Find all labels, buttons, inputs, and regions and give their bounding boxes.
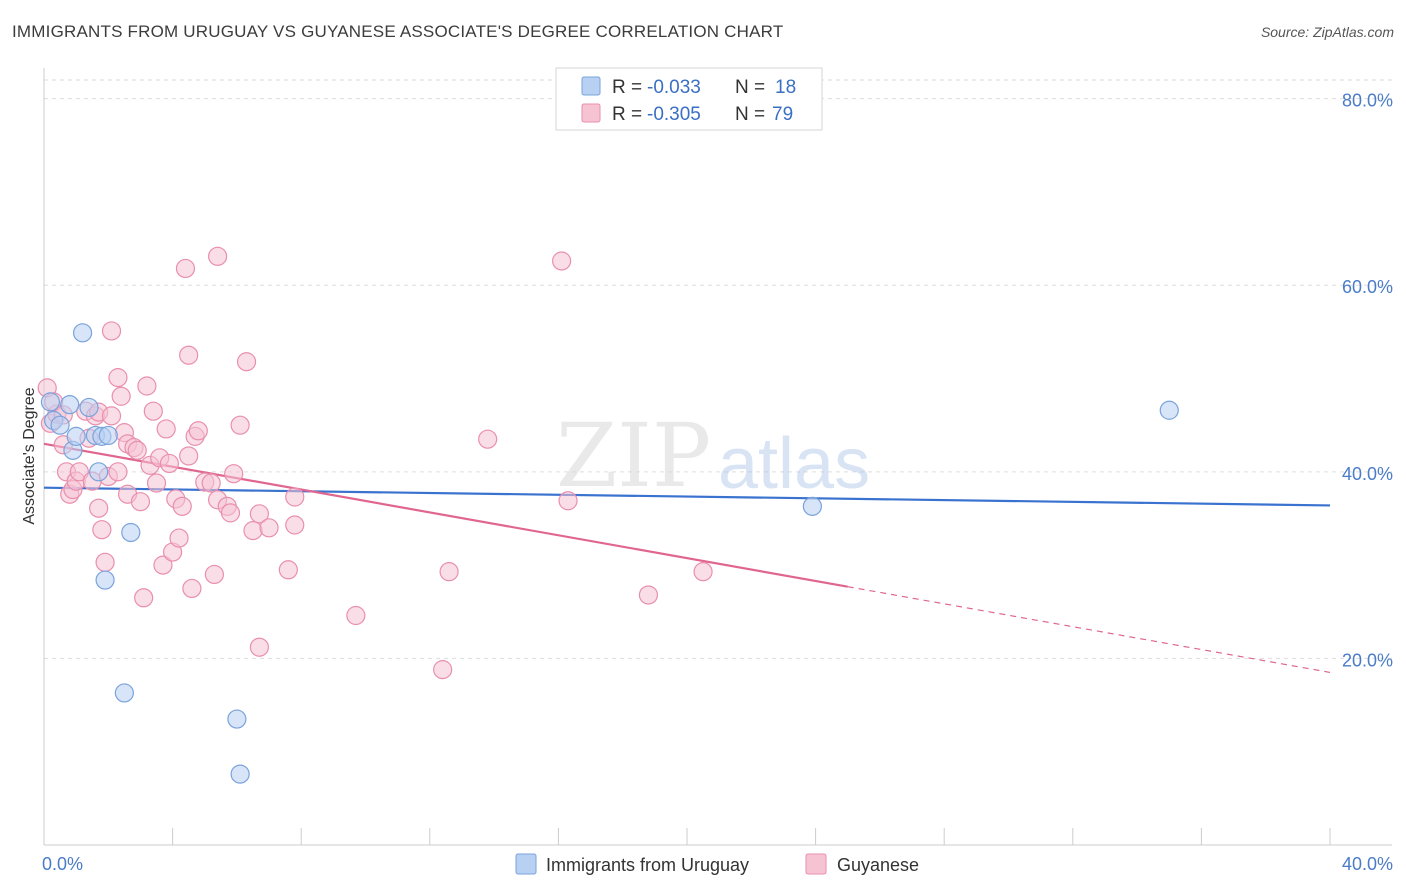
point-guyanese-18	[95, 552, 115, 572]
legend-n-label-1: N =	[735, 77, 765, 98]
point-guyanese-52	[204, 564, 224, 585]
point-guyanese-30	[130, 492, 151, 512]
x-tick-label-max: 40.0%	[1342, 854, 1393, 874]
point-guyanese-65	[285, 487, 305, 507]
point-uruguay-3	[60, 395, 80, 415]
point-guyanese-42	[169, 528, 189, 548]
legend-r-value-1: -0.033	[647, 77, 701, 98]
legend-swatch-uruguay	[581, 76, 601, 96]
y-tick-label-80: 80.0%	[1342, 91, 1393, 111]
point-guyanese-67	[346, 605, 366, 626]
point-uruguay-12	[121, 522, 141, 543]
point-uruguay-0	[40, 392, 61, 412]
trend-line-guyanese-extrapolated	[847, 586, 1331, 673]
legend-r-value-2: -0.305	[647, 104, 701, 125]
point-guyanese-29	[127, 440, 147, 460]
trend-line-uruguay	[43, 486, 1331, 507]
point-uruguay-17	[802, 496, 822, 516]
source-credit: Source: ZipAtlas.com	[1260, 24, 1394, 40]
legend-swatch-guyanese	[581, 103, 601, 123]
point-uruguay-2	[50, 415, 70, 435]
y-axis-label: Associate's Degree	[21, 387, 38, 524]
point-guyanese-63	[259, 518, 279, 538]
legend-n-value-1: 18	[775, 77, 796, 98]
point-uruguay-15	[227, 709, 247, 729]
point-guyanese-68	[433, 660, 453, 680]
point-uruguay-10	[89, 462, 109, 482]
series-swatch-uruguay	[515, 853, 537, 875]
legend-n-label-2: N =	[735, 104, 765, 125]
point-guyanese-57	[224, 464, 244, 484]
point-uruguay-18	[1159, 400, 1179, 420]
legend-n-value-2: 79	[772, 104, 793, 125]
series-swatch-guyanese	[805, 853, 827, 875]
point-guyanese-20	[101, 406, 122, 426]
data-points	[37, 246, 1179, 784]
chart-title: IMMIGRANTS FROM URUGUAY VS GUYANESE ASSO…	[12, 22, 784, 41]
watermark-zip: ZIP	[556, 404, 711, 507]
point-guyanese-45	[179, 345, 199, 365]
point-guyanese-58	[230, 415, 250, 435]
series-label-guyanese: Guyanese	[837, 855, 919, 875]
legend-r-label-2: R =	[612, 104, 642, 125]
watermark-atlas: atlas	[718, 424, 870, 504]
point-guyanese-56	[220, 503, 241, 523]
series-label-uruguay: Immigrants from Uruguay	[546, 855, 749, 875]
point-guyanese-73	[638, 585, 659, 605]
correlation-legend: R = -0.033 N = 18 R = -0.305 N = 79	[555, 67, 823, 131]
y-tick-label-20: 20.0%	[1342, 650, 1393, 670]
point-guyanese-44	[175, 258, 196, 279]
point-guyanese-37	[153, 555, 173, 575]
point-guyanese-34	[143, 401, 163, 421]
point-uruguay-11	[98, 425, 118, 446]
y-tick-label-40: 40.0%	[1342, 464, 1393, 484]
point-uruguay-5	[66, 426, 86, 446]
series-legend: Immigrants from Uruguay Guyanese	[515, 853, 919, 875]
point-guyanese-59	[236, 352, 257, 372]
point-guyanese-39	[159, 453, 179, 474]
point-uruguay-14	[114, 683, 134, 703]
point-guyanese-70	[478, 429, 498, 449]
point-guyanese-24	[111, 386, 131, 406]
axes	[43, 68, 1392, 846]
point-guyanese-74	[693, 562, 713, 582]
x-tick-labels: 0.0% 40.0%	[42, 854, 1393, 874]
point-guyanese-71	[552, 251, 572, 271]
point-guyanese-38	[156, 419, 176, 439]
point-guyanese-10	[69, 462, 89, 482]
point-guyanese-72	[558, 491, 578, 511]
point-guyanese-62	[249, 637, 270, 657]
point-uruguay-16	[230, 764, 250, 784]
point-guyanese-22	[108, 462, 128, 482]
point-guyanese-51	[201, 473, 221, 493]
watermark: ZIP atlas	[556, 404, 870, 507]
point-guyanese-61	[249, 504, 270, 524]
y-tick-labels: 20.0% 40.0% 60.0% 80.0%	[1342, 91, 1393, 671]
point-guyanese-31	[134, 588, 154, 608]
x-tick-label-min: 0.0%	[42, 854, 83, 874]
point-guyanese-54	[208, 246, 228, 266]
point-guyanese-23	[108, 368, 128, 388]
point-guyanese-35	[146, 473, 167, 493]
legend-r-label-1: R =	[612, 77, 642, 98]
point-guyanese-21	[101, 321, 122, 341]
y-tick-label-60: 60.0%	[1342, 277, 1393, 297]
point-guyanese-60	[243, 521, 263, 541]
point-guyanese-46	[179, 446, 199, 466]
point-uruguay-6	[79, 397, 99, 418]
point-guyanese-69	[439, 562, 459, 582]
point-uruguay-13	[95, 570, 115, 590]
point-guyanese-49	[188, 421, 208, 441]
point-guyanese-64	[278, 560, 298, 580]
point-uruguay-7	[72, 323, 93, 343]
point-guyanese-47	[182, 578, 202, 599]
point-guyanese-16	[89, 498, 109, 518]
point-guyanese-17	[92, 520, 112, 540]
point-guyanese-66	[285, 515, 305, 535]
point-guyanese-43	[172, 496, 192, 516]
point-guyanese-32	[137, 376, 157, 396]
